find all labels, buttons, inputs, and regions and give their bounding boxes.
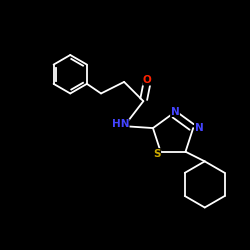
Text: S: S [153, 149, 160, 159]
Text: HN: HN [112, 119, 129, 129]
Text: O: O [143, 75, 152, 85]
Text: N: N [194, 123, 203, 133]
Text: N: N [170, 106, 179, 117]
